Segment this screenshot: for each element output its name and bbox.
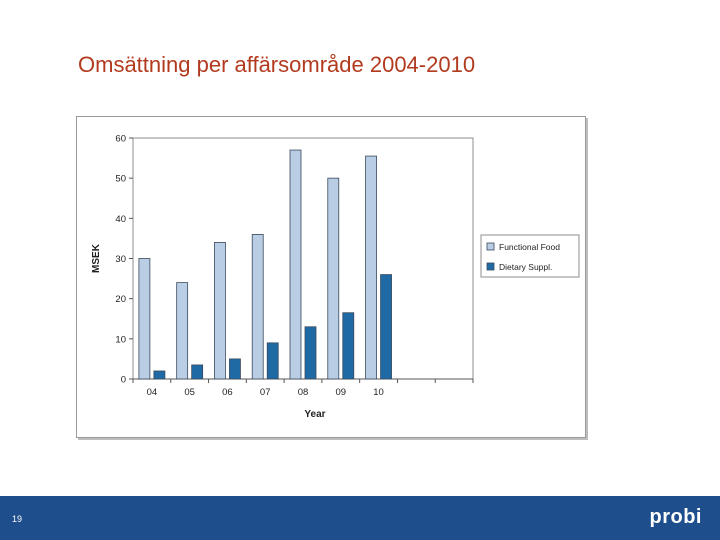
plot-area <box>132 137 474 380</box>
x-tick-label: 05 <box>184 387 195 398</box>
bar-dietary-suppl <box>304 326 317 380</box>
y-tick-label: 50 <box>115 174 126 185</box>
x-tick-label: 04 <box>147 387 158 398</box>
y-tick-label: 60 <box>115 134 126 145</box>
slide-title: Omsättning per affärsområde 2004-2010 <box>78 52 476 77</box>
x-tick-label: 07 <box>260 387 271 398</box>
bar-functional-food <box>327 177 340 380</box>
legend-box <box>480 234 580 278</box>
bar-functional-food <box>251 234 264 380</box>
bar-functional-food <box>176 282 189 380</box>
x-tick-label: 10 <box>373 387 384 398</box>
footer-bar: 19 probi <box>0 496 720 540</box>
bar-dietary-suppl <box>342 312 355 380</box>
x-tick-label: 06 <box>222 387 233 398</box>
x-tick-label: 09 <box>335 387 346 398</box>
bar-functional-food <box>138 258 151 380</box>
legend-label: Functional Food <box>499 242 560 252</box>
y-axis-label: MSEK <box>91 243 102 273</box>
bar-dietary-suppl <box>380 274 392 380</box>
page-number: 19 <box>12 514 23 524</box>
x-axis-label: Year <box>304 409 325 420</box>
bar-dietary-suppl <box>266 342 279 380</box>
bar-functional-food <box>365 155 377 380</box>
bar-dietary-suppl <box>153 370 166 380</box>
x-tick-label: 08 <box>298 387 309 398</box>
y-tick-label: 40 <box>115 214 126 225</box>
chart-frame: 0 10 20 30 40 50 60 04 05 06 07 08 09 10 Year MSEK Funct… <box>76 116 586 438</box>
bar-functional-food <box>214 242 226 380</box>
legend-swatch <box>486 262 495 271</box>
bar-dietary-suppl <box>191 364 204 380</box>
probi-logo: probi <box>649 506 702 528</box>
y-tick-label: 0 <box>121 375 126 386</box>
y-tick-label: 30 <box>115 254 126 265</box>
legend-swatch <box>486 242 495 251</box>
y-tick-label: 20 <box>115 294 126 305</box>
bar-functional-food <box>289 149 302 380</box>
legend-label: Dietary Suppl. <box>499 262 552 272</box>
bar-dietary-suppl <box>229 358 241 380</box>
y-tick-label: 10 <box>115 334 126 345</box>
revenue-bar-chart: 0 10 20 30 40 50 60 04 05 06 07 08 09 10 Year MSEK Funct… <box>91 134 580 420</box>
